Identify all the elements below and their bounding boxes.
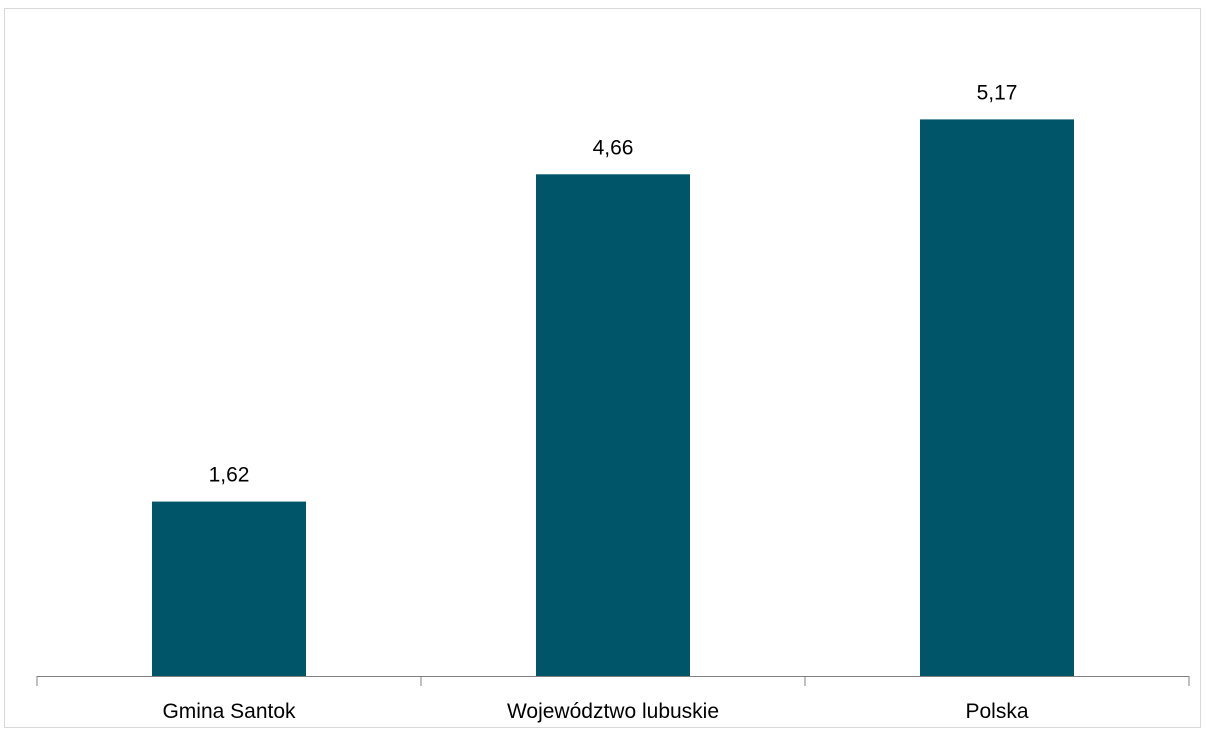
bar-1 (536, 174, 690, 677)
bars-group (152, 119, 1074, 677)
x-tick-label-2: Polska (965, 700, 1028, 723)
x-tick-labels-group: Gmina Santok Województwo lubuskie Polska (162, 700, 1028, 723)
value-label-1: 4,66 (593, 136, 634, 159)
value-label-2: 5,17 (977, 81, 1018, 104)
bar-2 (920, 119, 1074, 676)
x-axis (36, 676, 1190, 686)
value-labels-group: 1,62 4,66 5,17 (209, 81, 1018, 486)
x-tick-label-1: Województwo lubuskie (507, 700, 719, 723)
value-label-0: 1,62 (209, 464, 250, 487)
bar-0 (152, 501, 306, 676)
x-tick-label-0: Gmina Santok (162, 700, 296, 723)
